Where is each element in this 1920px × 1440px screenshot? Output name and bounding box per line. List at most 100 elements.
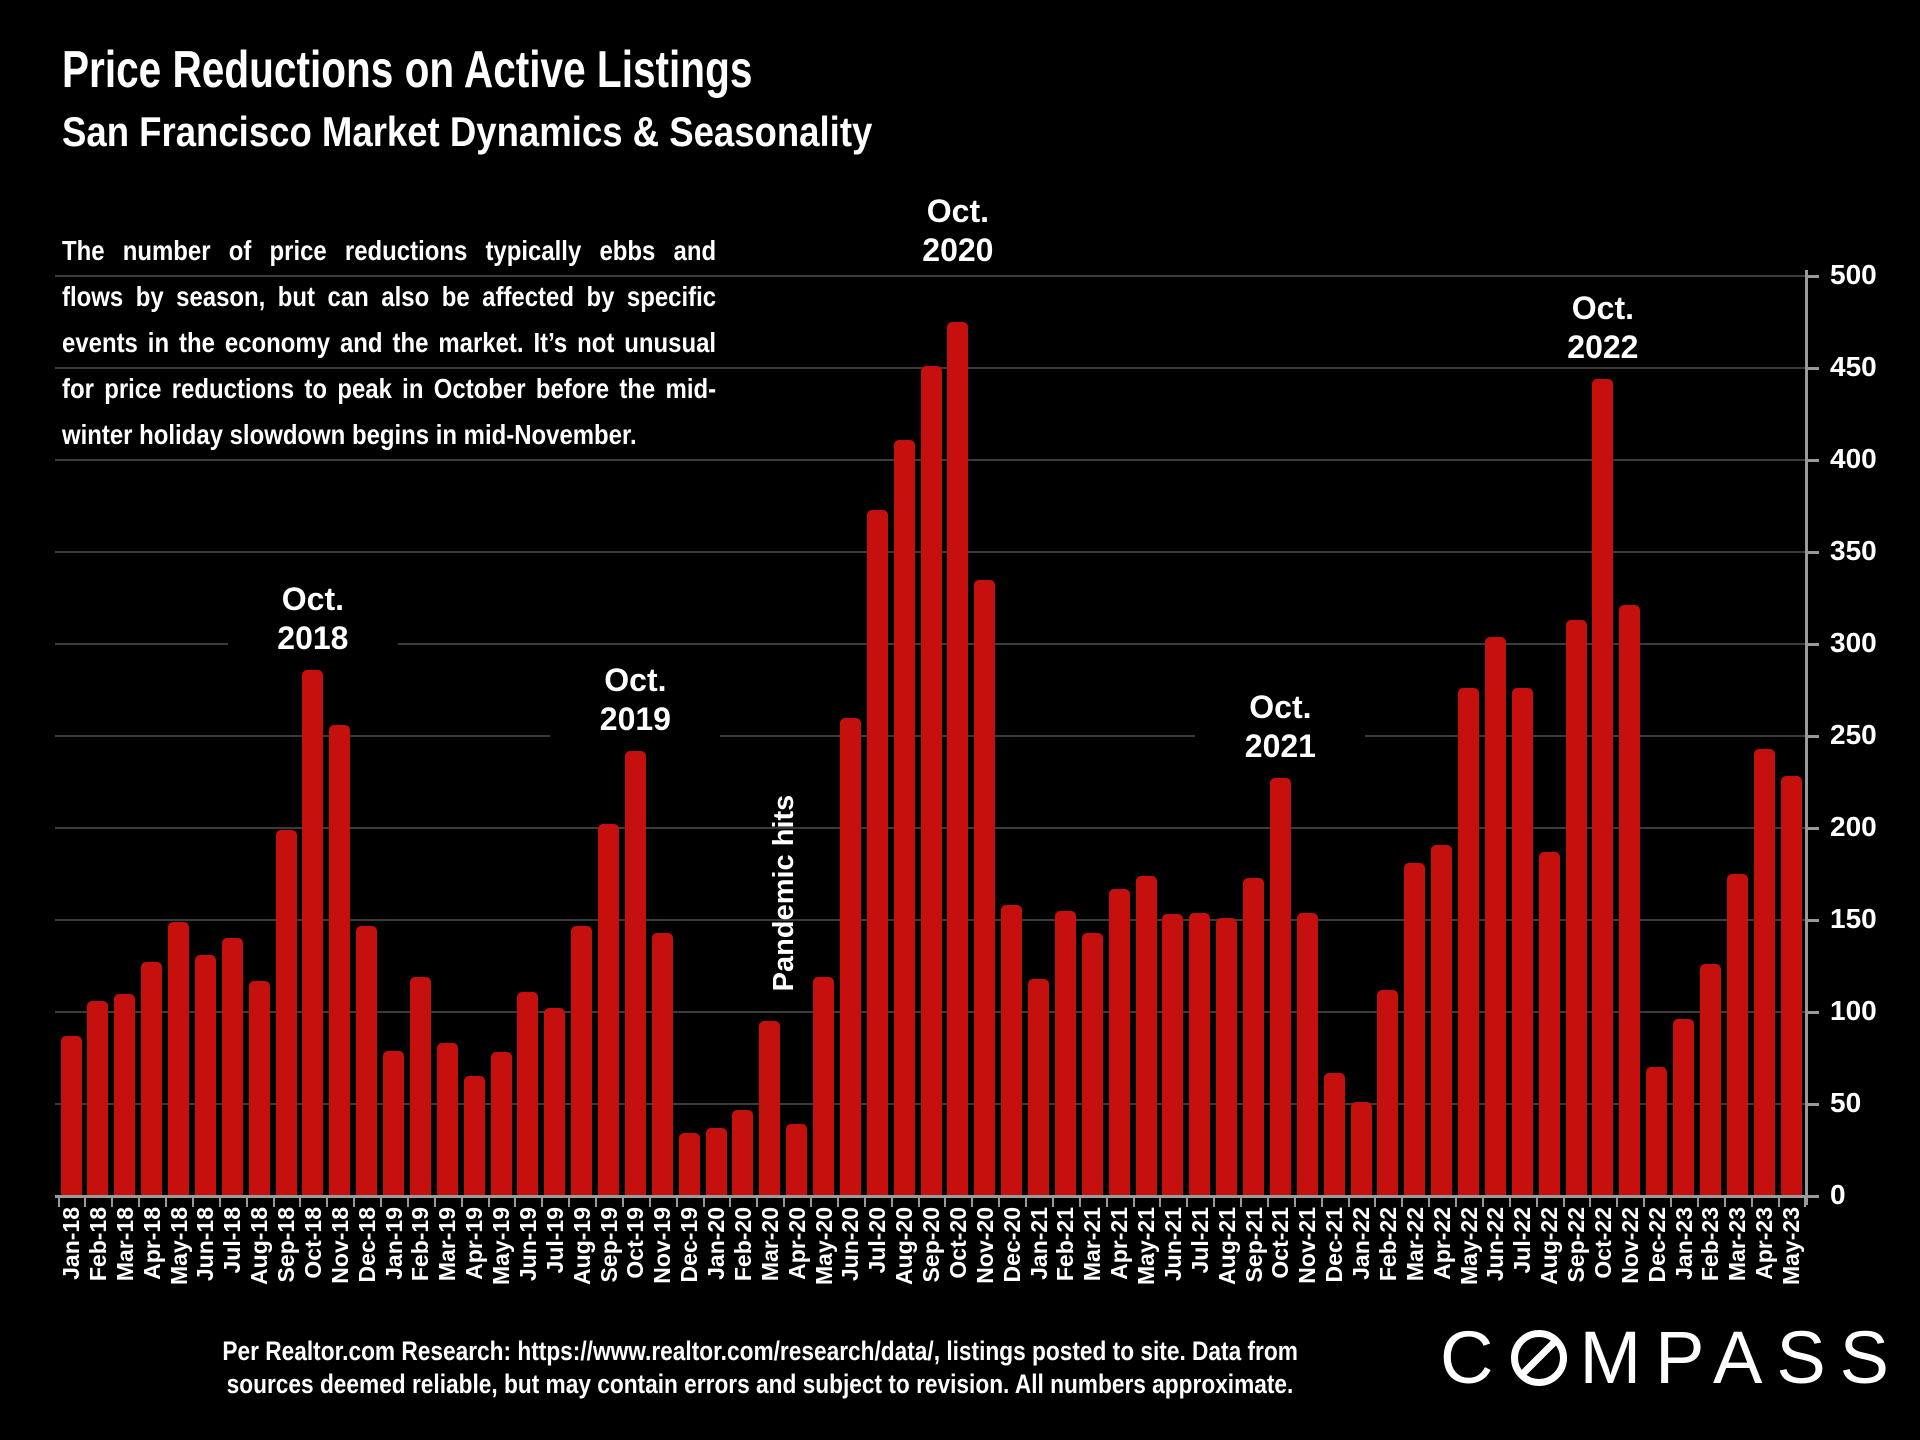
x-axis-tick [595, 1198, 598, 1207]
bar [1404, 862, 1426, 1196]
bar [168, 921, 189, 1196]
x-axis-label: Feb-19 [407, 1207, 434, 1282]
x-axis-tick [568, 1198, 571, 1207]
x-axis-tick [863, 1198, 866, 1207]
x-axis-label: Apr-23 [1751, 1207, 1778, 1280]
x-axis-tick [299, 1198, 302, 1207]
annotation-line: 2018 [277, 619, 349, 656]
x-axis-label: Nov-20 [971, 1207, 998, 1284]
bar [248, 980, 270, 1196]
pandemic-annotation: Pandemic hits [767, 794, 800, 992]
x-axis-label: Dec-19 [676, 1207, 703, 1283]
x-axis-tick [191, 1198, 194, 1207]
x-axis-tick [57, 1198, 60, 1207]
x-axis-label: Jun-19 [514, 1207, 541, 1282]
x-axis-label: Oct-18 [299, 1207, 326, 1279]
x-axis-label: Aug-20 [891, 1207, 918, 1285]
x-axis-tick [702, 1198, 705, 1207]
y-axis-label: 300 [1830, 627, 1877, 658]
x-axis-label: Aug-19 [568, 1207, 595, 1285]
x-axis-label: Apr-20 [783, 1207, 810, 1280]
bar [866, 509, 888, 1196]
annotation-line: Oct. [926, 193, 989, 229]
x-axis-label: Mar-21 [1079, 1207, 1106, 1282]
bar [409, 977, 431, 1196]
bar [1592, 379, 1614, 1196]
x-axis-label: May-21 [1133, 1207, 1159, 1285]
x-axis-label: Oct-21 [1267, 1207, 1294, 1279]
x-axis-tick [1616, 1198, 1619, 1207]
x-axis-tick [971, 1198, 974, 1207]
chart-description: The number of price reductions typically… [62, 228, 722, 458]
bar [490, 1052, 512, 1196]
y-axis-tick [1806, 367, 1819, 370]
x-axis-label: Aug-22 [1536, 1207, 1563, 1285]
x-axis-label: Sep-18 [273, 1207, 299, 1283]
bar [436, 1043, 458, 1196]
x-axis-label: Jul-18 [219, 1207, 246, 1274]
x-axis-label: Feb-21 [1052, 1207, 1079, 1282]
annotation-line: Oct. [604, 661, 667, 698]
x-axis-label: Apr-19 [461, 1207, 488, 1280]
y-axis-label: 500 [1830, 259, 1877, 290]
y-axis-label: 200 [1830, 811, 1877, 842]
x-axis-tick [675, 1198, 678, 1207]
x-axis-tick [1374, 1198, 1377, 1207]
x-axis-label: Sep-22 [1563, 1207, 1589, 1283]
x-axis-tick [1186, 1198, 1189, 1207]
bar [1699, 964, 1721, 1196]
x-axis-label: May-19 [488, 1207, 514, 1285]
bar [1108, 888, 1130, 1196]
x-axis-tick [380, 1198, 383, 1207]
x-axis-tick [84, 1198, 87, 1207]
bar [1269, 778, 1291, 1196]
bar [571, 925, 593, 1196]
x-axis-tick [1078, 1198, 1081, 1207]
description-line: winter holiday slowdown begins in mid-No… [62, 419, 637, 450]
bar [1377, 989, 1399, 1196]
x-axis-tick [1750, 1198, 1753, 1207]
bar [1484, 636, 1506, 1196]
gridline [55, 275, 1806, 277]
y-axis-tick [1806, 459, 1819, 462]
x-axis-label: Jun-22 [1482, 1207, 1509, 1282]
bar [947, 322, 969, 1196]
description-line: events in the economy and the market. It… [62, 327, 717, 358]
y-axis-label: 350 [1830, 535, 1877, 566]
x-axis-label: Jul-21 [1186, 1207, 1213, 1274]
x-axis-label: Aug-21 [1213, 1207, 1240, 1285]
x-axis-tick [1777, 1198, 1780, 1207]
x-axis-tick [1455, 1198, 1458, 1207]
x-axis-label: Dec-18 [353, 1207, 380, 1283]
y-axis-tick [1806, 643, 1819, 646]
x-axis-tick [1562, 1198, 1565, 1207]
bar [221, 938, 243, 1196]
bar [678, 1133, 700, 1196]
annotation-2020: Oct. 2020 [872, 192, 1043, 270]
bar [598, 824, 619, 1196]
y-axis-label: 250 [1830, 719, 1877, 750]
x-axis-label: Sep-21 [1240, 1207, 1267, 1283]
bar [651, 932, 673, 1196]
bar [356, 925, 378, 1196]
annotation-line: 2019 [599, 700, 671, 737]
x-axis-tick [514, 1198, 517, 1207]
bar [87, 1000, 109, 1196]
x-axis-tick [1508, 1198, 1511, 1207]
y-axis-label: 150 [1830, 903, 1877, 934]
x-axis-label: Mar-20 [756, 1207, 783, 1282]
x-axis-label: Jan-18 [58, 1207, 84, 1280]
x-axis-label: Mar-19 [434, 1207, 461, 1282]
x-axis-tick [1347, 1198, 1350, 1207]
x-axis-tick [1293, 1198, 1296, 1207]
x-axis-tick [487, 1198, 490, 1207]
x-axis-tick [218, 1198, 221, 1207]
y-axis-line [1805, 270, 1808, 1205]
x-axis-label: Jan-21 [1025, 1207, 1052, 1280]
y-axis-tick [1806, 1011, 1819, 1014]
bar [920, 366, 942, 1196]
x-axis-tick [1804, 1198, 1807, 1207]
bar [1458, 688, 1479, 1196]
x-axis-label: Nov-22 [1616, 1207, 1643, 1284]
